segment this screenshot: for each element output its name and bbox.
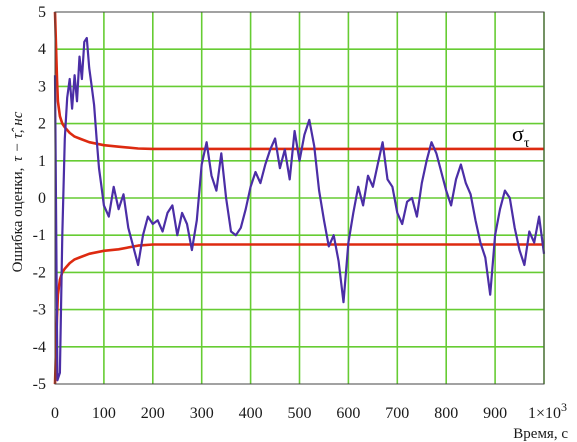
x-tick-label: 700: [385, 405, 409, 422]
y-tick-label: 3: [38, 78, 46, 95]
x-tick-label: 600: [336, 405, 360, 422]
y-tick-label: -2: [33, 264, 46, 281]
y-tick-label: -5: [33, 376, 46, 393]
x-tick-label: 900: [483, 405, 507, 422]
y-axis-label-math: τ − τ̂, нс: [10, 111, 26, 161]
grid: [55, 12, 545, 384]
sigma-lower-line: [53, 243, 544, 385]
series-layer: [53, 11, 546, 385]
y-tick-label: 1: [38, 153, 46, 170]
y-tick-label: 5: [38, 4, 46, 21]
x-tick-label: 400: [239, 405, 263, 422]
y-tick-label: -3: [33, 302, 46, 319]
x-tick-label: 100: [92, 405, 116, 422]
plot-frame: [54, 11, 545, 385]
sigma-upper-line: [53, 11, 544, 151]
x-tick-label: 500: [288, 405, 312, 422]
y-tick-label: -4: [33, 339, 46, 356]
y-axis-label: Ошибка оценки, τ − τ̂, нс: [10, 111, 26, 272]
x-tick-label: 0: [51, 405, 59, 422]
estimation-error-line: [53, 36, 546, 382]
y-tick-label: 2: [38, 116, 46, 133]
y-tick-label: 0: [38, 190, 46, 207]
sigma-annotation: στ: [512, 121, 530, 151]
x-multiplier-label: 1×103: [528, 400, 567, 422]
x-axis-label: Время, с: [513, 426, 568, 442]
x-tick-label: 300: [190, 405, 214, 422]
x-multiplier-exponent: 3: [561, 400, 567, 414]
y-tick-label: 4: [38, 41, 46, 58]
y-axis-label-text: Ошибка оценки,: [10, 168, 26, 273]
y-tick-labels: -5 -4 -3 -2 -1 0 1 2 3 4 5: [33, 4, 46, 393]
y-tick-label: -1: [33, 227, 46, 244]
x-tick-labels: 0 100 200 300 400 500 600 700 800 900: [51, 405, 507, 422]
x-tick-label: 800: [434, 405, 458, 422]
x-tick-label: 200: [141, 405, 165, 422]
sigma-subscript: τ: [524, 136, 530, 151]
